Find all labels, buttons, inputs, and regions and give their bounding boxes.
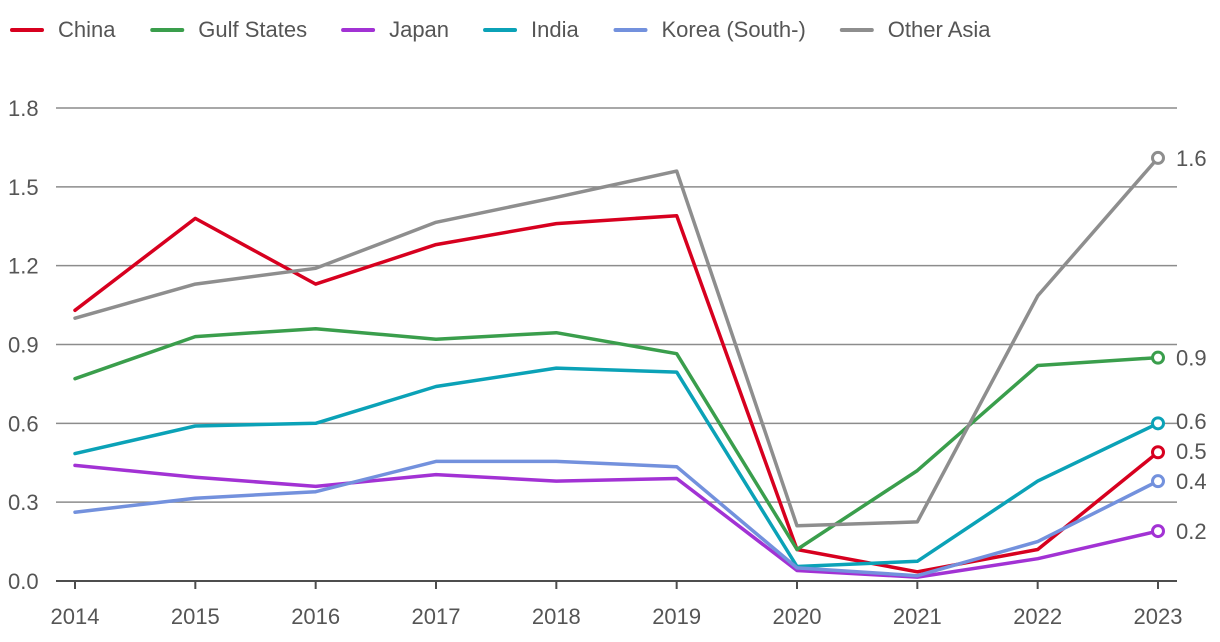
legend-label: Other Asia xyxy=(888,17,991,42)
end-label-japan: 0.2 xyxy=(1176,519,1207,544)
legend-label: China xyxy=(58,17,116,42)
y-tick-label: 1.8 xyxy=(8,96,39,121)
y-tick-label: 0.0 xyxy=(8,569,39,594)
series-end-labels: 0.2 0.4 0.5 0.6 0.9 1.6 xyxy=(1176,146,1207,544)
series-line-india xyxy=(73,366,1160,569)
y-tick-label: 0.6 xyxy=(8,411,39,436)
x-axis: 2014 2015 2016 2017 2018 2019 2020 2021 2022 2023 xyxy=(51,580,1183,629)
chart-legend: China Gulf States Japan India Korea (South-)… xyxy=(10,17,991,42)
x-tick-label: 2018 xyxy=(532,604,581,629)
x-tick-label: 2020 xyxy=(773,604,822,629)
x-tick-label: 2023 xyxy=(1134,604,1183,629)
series-line-china xyxy=(73,213,1160,574)
end-point-marker-india xyxy=(1151,416,1165,431)
y-axis-tick-labels: 0.0 0.3 0.6 0.9 1.2 1.5 1.8 xyxy=(8,96,39,594)
series-line-gulf-states xyxy=(73,326,1160,552)
end-point-marker-japan xyxy=(1151,524,1165,539)
end-point-marker-korea-south xyxy=(1151,474,1165,489)
end-point-marker-gulf-states xyxy=(1151,350,1165,365)
legend-item-other-asia: Other Asia xyxy=(839,17,991,42)
x-tick-label: 2015 xyxy=(171,604,220,629)
y-tick-label: 1.2 xyxy=(8,254,39,279)
end-point-marker-china xyxy=(1151,445,1165,460)
legend-item-india: India xyxy=(483,17,580,42)
end-label-india: 0.6 xyxy=(1176,409,1207,434)
legend-item-korea-south: Korea (South-) xyxy=(613,17,806,42)
x-tick-label: 2022 xyxy=(1013,604,1062,629)
legend-item-gulf-states: Gulf States xyxy=(150,17,307,42)
end-label-china: 0.5 xyxy=(1176,439,1207,464)
x-tick-label: 2014 xyxy=(51,604,100,629)
end-label-korea-south: 0.4 xyxy=(1176,469,1207,494)
y-tick-label: 1.5 xyxy=(8,175,39,200)
legend-label: Korea (South-) xyxy=(662,17,806,42)
series-line-other-asia xyxy=(73,156,1160,528)
x-tick-label: 2016 xyxy=(291,604,340,629)
y-tick-label: 0.3 xyxy=(8,490,39,515)
chart-gridlines xyxy=(56,107,1177,503)
legend-label: India xyxy=(531,17,579,42)
series-line-korea-south xyxy=(73,459,1160,578)
legend-label: Gulf States xyxy=(198,17,307,42)
legend-label: Japan xyxy=(389,17,449,42)
end-label-gulf-states: 0.9 xyxy=(1176,346,1207,371)
end-label-other-asia: 1.6 xyxy=(1176,146,1207,171)
y-tick-label: 0.9 xyxy=(8,333,39,358)
chart-series xyxy=(73,150,1165,579)
x-tick-label: 2019 xyxy=(652,604,701,629)
legend-item-japan: Japan xyxy=(341,17,449,42)
x-tick-label: 2021 xyxy=(893,604,942,629)
legend-item-china: China xyxy=(10,17,116,42)
end-point-marker-other-asia xyxy=(1151,150,1165,165)
x-tick-label: 2017 xyxy=(412,604,461,629)
series-line-japan xyxy=(73,463,1160,579)
